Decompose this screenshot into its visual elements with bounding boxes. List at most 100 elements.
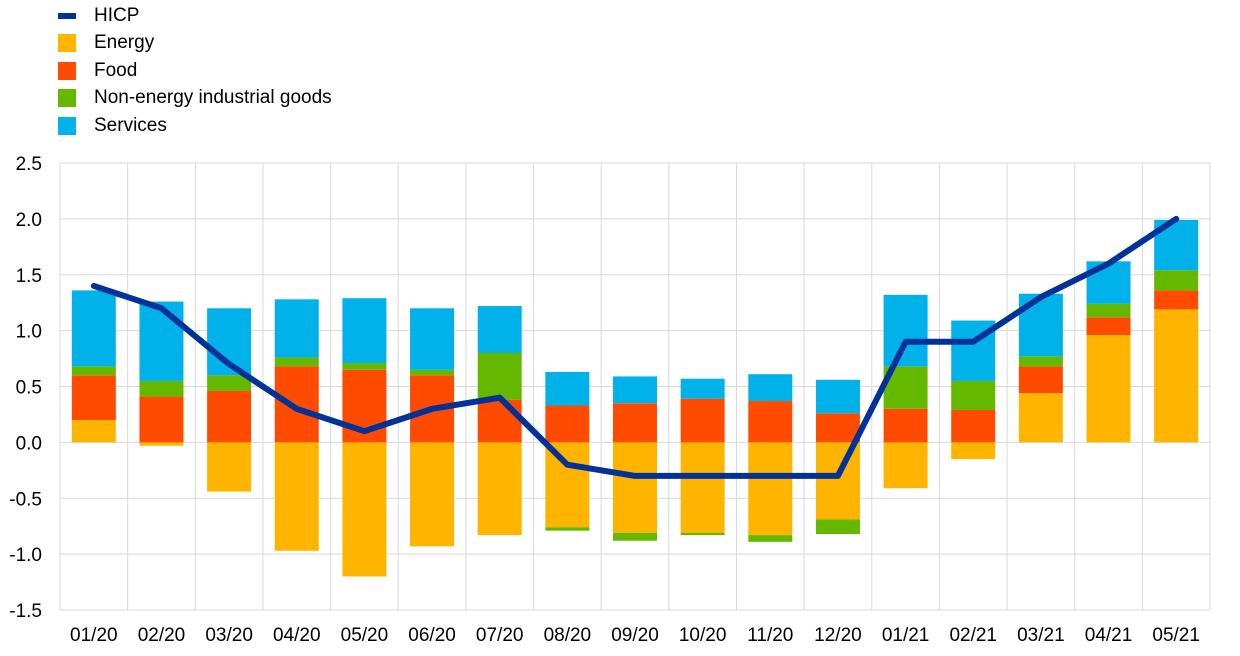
y-tick-label: 1.5 bbox=[16, 266, 42, 287]
legend-swatch-hicp bbox=[58, 12, 76, 19]
bar-segment-energy bbox=[680, 442, 725, 533]
x-tick-label: 02/20 bbox=[138, 625, 186, 646]
bar-segment-non-energy-industrial-goods bbox=[139, 380, 184, 397]
bar-segment-energy bbox=[274, 442, 319, 551]
bar-segment-food bbox=[883, 408, 928, 443]
bar-segment-non-energy-industrial-goods bbox=[410, 369, 455, 376]
bar-segment-energy bbox=[613, 442, 657, 533]
x-tick-label: 02/21 bbox=[949, 625, 997, 646]
bar-segment-energy bbox=[951, 442, 996, 460]
bar-segment-services bbox=[139, 301, 184, 381]
legend-label-services: Services bbox=[94, 114, 167, 136]
x-tick-label: 03/21 bbox=[1017, 625, 1065, 646]
hicp-line-layer bbox=[90, 215, 1180, 479]
x-tick-label: 06/20 bbox=[408, 625, 456, 646]
legend-label-food: Food bbox=[94, 59, 138, 81]
legend-item-services: Services bbox=[58, 112, 332, 140]
bar-segment-services bbox=[815, 379, 860, 414]
x-tick-label: 07/20 bbox=[476, 625, 524, 646]
y-tick-label: -1.0 bbox=[9, 545, 42, 566]
x-tick-label: 12/20 bbox=[814, 625, 862, 646]
bar-segment-food bbox=[1086, 317, 1131, 336]
legend-swatch-services bbox=[58, 116, 76, 135]
bar-segment-food bbox=[680, 398, 725, 443]
bar-segment-food bbox=[1018, 366, 1063, 394]
bar-segment-energy bbox=[883, 442, 928, 489]
bar-segment-food bbox=[139, 396, 184, 443]
x-tick-label: 08/20 bbox=[544, 625, 592, 646]
legend-swatch-neig bbox=[58, 89, 76, 108]
bar-segment-food bbox=[71, 375, 116, 421]
y-tick-label: 0.0 bbox=[16, 433, 42, 454]
bar-segment-energy bbox=[1086, 335, 1131, 443]
bar-segment-non-energy-industrial-goods bbox=[342, 363, 387, 370]
bar-segment-non-energy-industrial-goods bbox=[477, 352, 522, 400]
bar-segment-non-energy-industrial-goods bbox=[951, 380, 996, 410]
y-tick-label: -1.5 bbox=[9, 601, 42, 622]
legend-swatch-energy bbox=[58, 34, 76, 53]
bar-segment-food bbox=[613, 403, 657, 443]
legend-item-food: Food bbox=[58, 57, 332, 85]
bar-segment-food bbox=[207, 390, 252, 443]
x-tick-label: 04/21 bbox=[1085, 625, 1133, 646]
bar-segment-energy bbox=[815, 442, 860, 520]
y-tick-label: 2.5 bbox=[16, 154, 42, 175]
bar-segment-services bbox=[274, 299, 319, 358]
bar-segment-energy bbox=[410, 442, 455, 547]
x-tick-label: 01/21 bbox=[882, 625, 930, 646]
bar-segment-energy bbox=[139, 442, 184, 446]
bar-segment-non-energy-industrial-goods bbox=[1086, 303, 1131, 318]
bar-segment-food bbox=[545, 405, 590, 443]
bar-segment-non-energy-industrial-goods bbox=[613, 532, 657, 541]
bar-segment-energy bbox=[71, 420, 116, 443]
legend-item-energy: Energy bbox=[58, 30, 332, 58]
bar-segment-non-energy-industrial-goods bbox=[274, 357, 319, 367]
bar-segment-non-energy-industrial-goods bbox=[748, 535, 793, 542]
legend-item-neig: Non-energy industrial goods bbox=[58, 85, 332, 113]
bar-segment-non-energy-industrial-goods bbox=[1018, 356, 1063, 367]
bar-segment-food bbox=[274, 366, 319, 443]
x-tick-label: 05/21 bbox=[1152, 625, 1200, 646]
legend-label-neig: Non-energy industrial goods bbox=[94, 87, 332, 109]
x-axis: 01/20 02/20 03/20 04/20 05/20 06/20 07/20 08/20… bbox=[70, 625, 1200, 646]
bar-segment-services bbox=[71, 290, 116, 367]
x-tick-label: 11/20 bbox=[747, 625, 793, 646]
bar-segment-services bbox=[748, 374, 793, 402]
stacked-bars bbox=[71, 219, 1199, 577]
x-tick-label: 09/20 bbox=[611, 625, 659, 646]
chart-legend: HICP Energy Food Non-energy industrial g… bbox=[58, 2, 332, 140]
x-tick-label: 10/20 bbox=[679, 625, 727, 646]
bar-segment-services bbox=[342, 298, 387, 364]
x-tick-label: 03/20 bbox=[205, 625, 253, 646]
bar-segment-food bbox=[1154, 290, 1199, 310]
bar-segment-non-energy-industrial-goods bbox=[545, 527, 590, 531]
y-tick-label: 0.5 bbox=[16, 378, 42, 399]
bar-segment-services bbox=[477, 306, 522, 353]
bar-segment-non-energy-industrial-goods bbox=[1154, 270, 1199, 291]
legend-label-energy: Energy bbox=[94, 32, 155, 54]
y-axis: 2.5 2.0 1.5 1.0 0.5 0.0 -0.5 -1.0 -1.5 bbox=[9, 154, 42, 622]
bar-segment-non-energy-industrial-goods bbox=[815, 519, 860, 535]
bar-segment-energy bbox=[207, 442, 252, 492]
bar-segment-energy bbox=[1018, 393, 1063, 443]
y-tick-label: -0.5 bbox=[9, 489, 42, 510]
legend-swatch-food bbox=[58, 61, 76, 80]
bar-segment-services bbox=[1018, 293, 1063, 357]
bar-segment-food bbox=[748, 401, 793, 443]
bar-segment-services bbox=[883, 294, 928, 367]
bar-segment-energy bbox=[342, 442, 387, 577]
x-tick-label: 05/20 bbox=[341, 625, 389, 646]
bar-segment-non-energy-industrial-goods bbox=[207, 375, 252, 391]
bar-segment-energy bbox=[477, 442, 522, 536]
bar-segment-services bbox=[410, 308, 455, 370]
bar-segment-non-energy-industrial-goods bbox=[680, 532, 725, 536]
x-tick-label: 01/20 bbox=[70, 625, 118, 646]
bar-segment-energy bbox=[1154, 309, 1199, 443]
bar-segment-food bbox=[815, 413, 860, 443]
legend-label-hicp: HICP bbox=[94, 4, 140, 26]
y-tick-label: 1.0 bbox=[16, 322, 42, 343]
bar-segment-energy bbox=[748, 442, 793, 536]
bar-segment-food bbox=[477, 399, 522, 443]
legend-item-hicp: HICP bbox=[58, 2, 332, 30]
